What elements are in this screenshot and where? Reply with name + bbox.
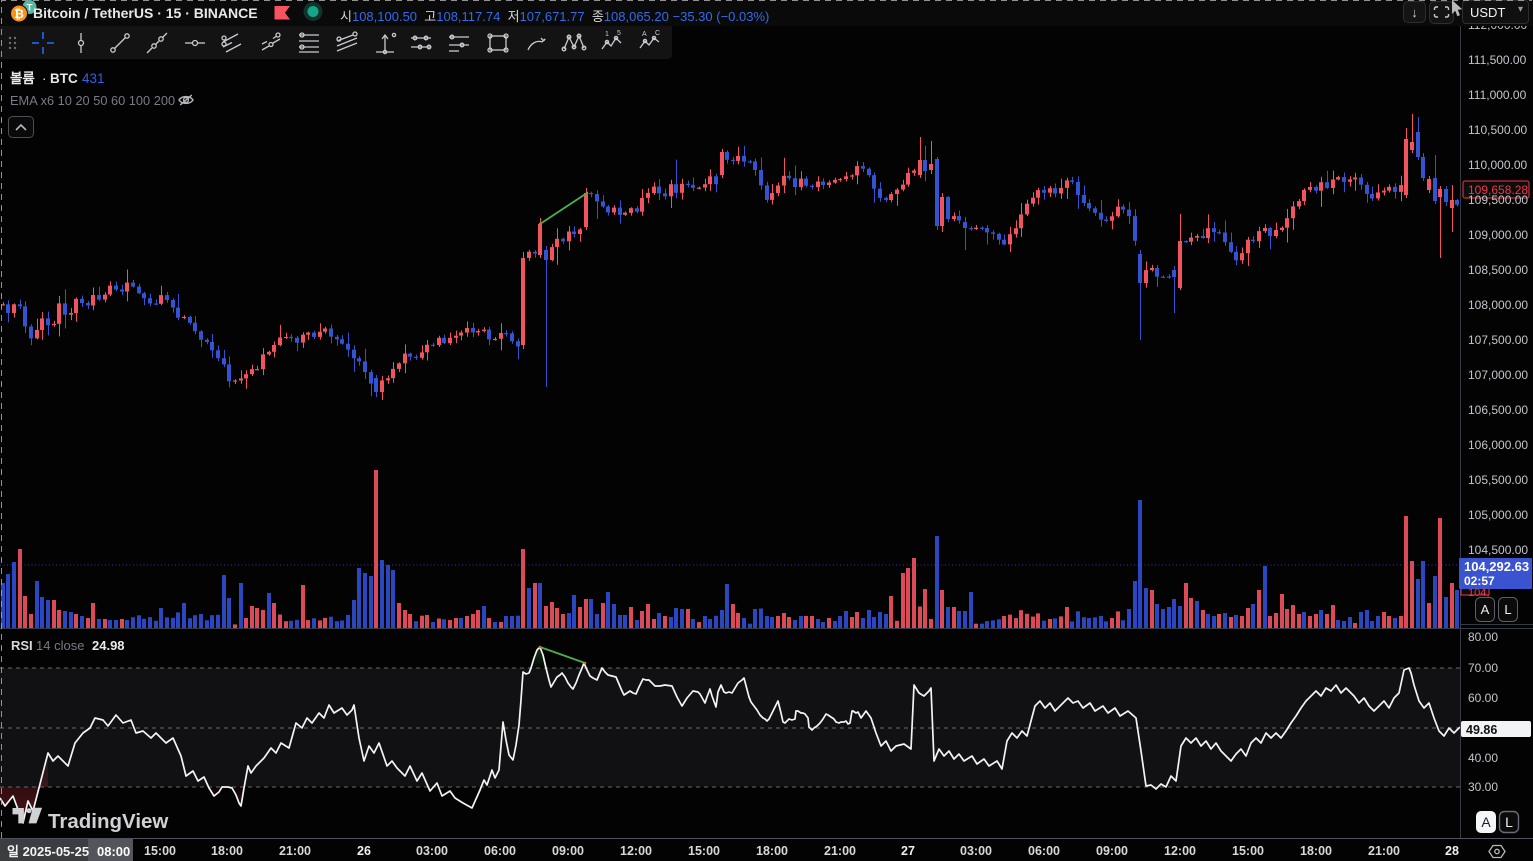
svg-text:C: C (655, 30, 660, 37)
svg-text:108,000.00: 108,000.00 (1468, 298, 1528, 312)
svg-text:06:00: 06:00 (484, 844, 516, 858)
svg-text:110,500.00: 110,500.00 (1468, 123, 1527, 137)
svg-text:06:00: 06:00 (1028, 844, 1060, 858)
svg-text:A: A (642, 31, 647, 38)
svg-text:109,658.28: 109,658.28 (1468, 183, 1528, 197)
svg-text:21:00: 21:00 (1368, 844, 1400, 858)
svg-text:104,500.00: 104,500.00 (1468, 543, 1528, 557)
svg-text:12:00: 12:00 (620, 844, 652, 858)
svg-text:107,000.00: 107,000.00 (1468, 368, 1528, 382)
svg-text:27: 27 (901, 844, 915, 858)
svg-text:70.00: 70.00 (1468, 661, 1498, 675)
svg-text:60.00: 60.00 (1468, 691, 1498, 705)
svg-text:TradingView: TradingView (48, 810, 168, 833)
svg-text:03:00: 03:00 (416, 844, 448, 858)
svg-text:1: 1 (605, 31, 609, 38)
svg-text:111,500.00: 111,500.00 (1468, 53, 1527, 67)
svg-text:L: L (1505, 814, 1513, 830)
svg-text:15:00: 15:00 (144, 844, 176, 858)
svg-text:18:00: 18:00 (1300, 844, 1332, 858)
svg-text:09:00: 09:00 (552, 844, 584, 858)
svg-text:A: A (1481, 814, 1491, 830)
svg-text:40.00: 40.00 (1468, 751, 1498, 765)
svg-text:5: 5 (617, 30, 621, 37)
svg-text:·: · (42, 71, 47, 86)
svg-text:49.86: 49.86 (1466, 723, 1497, 737)
svg-text:110,000.00: 110,000.00 (1468, 158, 1527, 172)
svg-text:18:00: 18:00 (211, 844, 243, 858)
svg-text:24.98: 24.98 (92, 638, 125, 653)
svg-text:105,000.00: 105,000.00 (1468, 508, 1528, 522)
svg-text:80.00: 80.00 (1468, 630, 1498, 644)
svg-text:BTC: BTC (50, 71, 78, 86)
svg-text:107,500.00: 107,500.00 (1468, 333, 1528, 347)
svg-text:104,: 104, (1468, 587, 1489, 599)
svg-text:09:00: 09:00 (1096, 844, 1128, 858)
svg-text:106,000.00: 106,000.00 (1468, 438, 1528, 452)
svg-text:21:00: 21:00 (279, 844, 311, 858)
svg-text:02:57: 02:57 (1464, 574, 1495, 588)
svg-text:A: A (1481, 602, 1490, 617)
svg-text:08:00: 08:00 (97, 844, 130, 859)
svg-text:₿: ₿ (14, 7, 24, 21)
svg-text:30.00: 30.00 (1468, 780, 1498, 794)
svg-text:104,292.63: 104,292.63 (1464, 559, 1529, 574)
svg-text:21:00: 21:00 (824, 844, 856, 858)
svg-text:03:00: 03:00 (960, 844, 992, 858)
svg-text:431: 431 (82, 71, 105, 86)
svg-text:RSI: RSI (11, 638, 33, 653)
svg-text:15:00: 15:00 (688, 844, 720, 858)
svg-text:28: 28 (1445, 844, 1459, 858)
svg-text:L: L (1504, 602, 1511, 617)
svg-text:일 2025-05-25: 일 2025-05-25 (7, 844, 89, 859)
svg-text:106,500.00: 106,500.00 (1468, 403, 1528, 417)
svg-text:볼륨: 볼륨 (10, 71, 35, 86)
svg-text:26: 26 (357, 844, 371, 858)
svg-text:109,000.00: 109,000.00 (1468, 228, 1528, 242)
svg-text:15:00: 15:00 (1232, 844, 1264, 858)
svg-text:111,000.00: 111,000.00 (1468, 88, 1527, 102)
svg-text:108,500.00: 108,500.00 (1468, 263, 1528, 277)
svg-text:105,500.00: 105,500.00 (1468, 473, 1528, 487)
svg-text:14 close: 14 close (36, 638, 84, 653)
svg-text:18:00: 18:00 (756, 844, 788, 858)
svg-text:12:00: 12:00 (1164, 844, 1196, 858)
svg-text:EMA x6 10 20 50 60 100 200: EMA x6 10 20 50 60 100 200 (10, 93, 175, 108)
